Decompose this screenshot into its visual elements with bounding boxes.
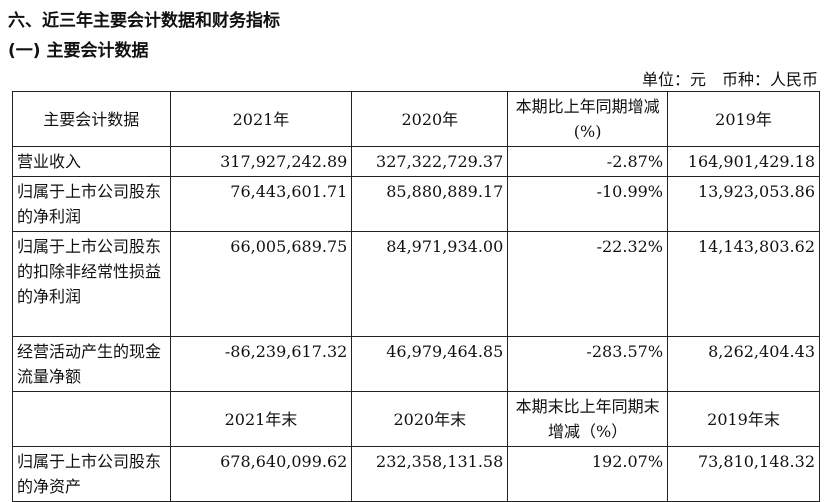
value-cell: 327,322,729.37	[351, 146, 509, 177]
value-cell: 85,880,889.17	[351, 176, 509, 232]
header-cell: 2020年末	[351, 391, 509, 447]
subsection-title: (一) 主要会计数据	[8, 41, 149, 61]
header-cell: 本期比上年同期增减(%)	[507, 91, 669, 147]
currency-label: 币种：人民币	[721, 70, 818, 89]
table-row: 归属于上市公司股东的净利润 76,443,601.71 85,880,889.17-…	[12, 176, 820, 232]
value-cell: 678,640,099.62	[169, 446, 353, 502]
value-cell: -2.87%	[507, 146, 669, 177]
unit-label: 单位：元	[641, 70, 706, 89]
header-cell: 2021年末	[169, 391, 353, 447]
value-cell: -283.57%	[507, 336, 669, 392]
table-header-row: 主要会计数据 2021年 2020年 本期比上年同期增减(%) 2019年	[12, 91, 820, 147]
header-cell: 2021年	[169, 91, 353, 147]
table-header-row: 2021年末 2020年末 本期末比上年同期末增减（%） 2019年末	[12, 391, 820, 447]
value-cell: 14,143,803.62	[667, 231, 820, 337]
accounting-data-table: 主要会计数据 2021年 2020年 本期比上年同期增减(%) 2019年 营业收入 317…	[12, 91, 820, 502]
header-cell: 主要会计数据	[12, 91, 171, 147]
row-label: 经营活动产生的现金流量净额	[12, 336, 171, 392]
row-label: 归属于上市公司股东的净利润	[12, 176, 171, 232]
value-cell: 73,810,148.32	[667, 446, 820, 502]
value-cell: 66,005,689.75	[169, 231, 353, 337]
value-cell: -22.32%	[507, 231, 669, 337]
value-cell: 76,443,601.71	[169, 176, 353, 232]
value-cell: 317,927,242.89	[169, 146, 353, 177]
header-cell: 2019年	[667, 91, 820, 147]
table-row: 营业收入 317,927,242.89 327,322,729.37 -2.87% 16…	[12, 146, 820, 177]
unit-note: 单位：元 币种：人民币	[626, 66, 818, 90]
section-title: 六、近三年主要会计数据和财务指标	[8, 11, 280, 31]
value-cell: 8,262,404.43	[667, 336, 820, 392]
row-label: 营业收入	[12, 146, 171, 177]
header-cell: 本期末比上年同期末增减（%）	[507, 391, 669, 447]
header-cell	[12, 391, 171, 447]
value-cell: 192.07%	[507, 446, 669, 502]
value-cell: 46,979,464.85	[351, 336, 509, 392]
table-row: 经营活动产生的现金流量净额 -86,239,617.32 46,979,464.85…	[12, 336, 820, 392]
header-cell: 2019年末	[667, 391, 820, 447]
table-row: 归属于上市公司股东的扣除非经常性损益的净利润 66,005,689.75 84,97…	[12, 231, 820, 337]
table-row: 归属于上市公司股东的净资产 678,640,099.62 232,358,131.5…	[12, 446, 820, 502]
value-cell: 13,923,053.86	[667, 176, 820, 232]
value-cell: -86,239,617.32	[169, 336, 353, 392]
value-cell: -10.99%	[507, 176, 669, 232]
value-cell: 232,358,131.58	[351, 446, 509, 502]
row-label: 归属于上市公司股东的扣除非经常性损益的净利润	[12, 231, 171, 337]
header-cell: 2020年	[351, 91, 509, 147]
value-cell: 84,971,934.00	[351, 231, 509, 337]
value-cell: 164,901,429.18	[667, 146, 820, 177]
row-label: 归属于上市公司股东的净资产	[12, 446, 171, 502]
